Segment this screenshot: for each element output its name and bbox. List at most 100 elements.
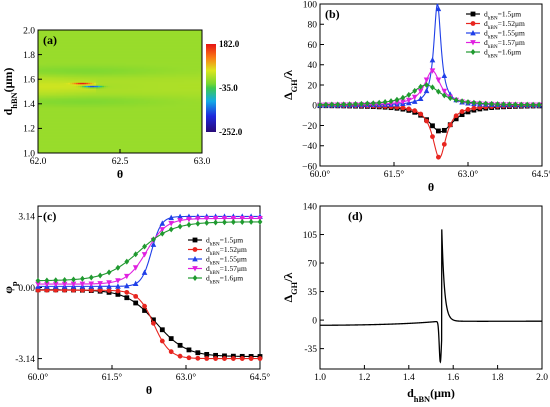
- heatmap-cell: [150, 40, 153, 43]
- heatmap-cell: [64, 42, 67, 44]
- heatmap-cell: [118, 108, 121, 110]
- heatmap-cell: [120, 138, 123, 140]
- heatmap-cell: [124, 61, 127, 64]
- heatmap-cell: [54, 84, 57, 86]
- heatmap-cell: [44, 37, 47, 40]
- heatmap-cell: [110, 124, 113, 127]
- heatmap-cell: [148, 49, 151, 52]
- heatmap-cell: [144, 120, 147, 122]
- heatmap-cell: [98, 76, 101, 79]
- heatmap-cell: [48, 91, 51, 94]
- heatmap-cell: [72, 49, 75, 52]
- heatmap-cell: [88, 31, 91, 34]
- heatmap-cell: [62, 57, 65, 59]
- heatmap-cell: [154, 145, 157, 148]
- heatmap-cell: [126, 124, 129, 127]
- heatmap-cell: [68, 124, 71, 127]
- heatmap-cell: [80, 90, 83, 92]
- heatmap-cell: [118, 150, 121, 152]
- heatmap-cell: [86, 112, 89, 115]
- heatmap-cell: [68, 100, 71, 103]
- heatmap-cell: [48, 129, 51, 131]
- heatmap-cell: [118, 46, 121, 49]
- heatmap-cell: [128, 55, 131, 58]
- heatmap-cell: [124, 33, 127, 35]
- heatmap-cell: [48, 63, 51, 65]
- heatmap-cell: [108, 151, 111, 154]
- heatmap-cell: [60, 51, 63, 53]
- heatmap-cell: [64, 150, 67, 152]
- heatmap-cell: [106, 63, 109, 65]
- heatmap-cell: [76, 76, 79, 79]
- heatmap-cell: [58, 34, 61, 37]
- heatmap-cell: [38, 108, 41, 110]
- heatmap-cell: [60, 150, 63, 152]
- heatmap-cell: [72, 60, 75, 62]
- heatmap-cell: [48, 148, 51, 151]
- heatmap-cell: [128, 139, 131, 142]
- heatmap-cell: [92, 45, 95, 47]
- heatmap-cell: [116, 34, 119, 37]
- heatmap-cell: [46, 64, 49, 67]
- heatmap-cell: [114, 132, 117, 134]
- heatmap-cell: [138, 93, 141, 95]
- heatmap-cell: [54, 75, 57, 77]
- heatmap-cell: [144, 148, 147, 151]
- heatmap-cell: [142, 90, 145, 92]
- heatmap-cell: [46, 85, 49, 88]
- heatmap-cell: [52, 142, 55, 145]
- heatmap-cell: [58, 103, 61, 106]
- heatmap-cell: [108, 54, 111, 56]
- heatmap-cell: [52, 100, 55, 103]
- heatmap-cell: [144, 54, 147, 56]
- heatmap-cell: [66, 127, 69, 130]
- heatmap-cell: [58, 147, 61, 149]
- heatmap-cell: [52, 57, 55, 59]
- heatmap-cell: [134, 114, 137, 116]
- heatmap-cell: [142, 99, 145, 101]
- heatmap-cell: [80, 70, 83, 73]
- heatmap-cell: [98, 82, 101, 85]
- heatmap-cell: [120, 81, 123, 83]
- heatmap-cell: [64, 126, 67, 128]
- heatmap-cell: [120, 75, 123, 77]
- heatmap-cell: [90, 99, 93, 101]
- heatmap-cell: [54, 123, 57, 125]
- heatmap-cell: [152, 124, 155, 127]
- heatmap-cell: [152, 43, 155, 46]
- heatmap-cell: [130, 138, 133, 140]
- heatmap-cell: [60, 30, 63, 32]
- heatmap-cell: [46, 124, 49, 127]
- heatmap-cell: [44, 42, 47, 44]
- heatmap-cell: [158, 67, 161, 70]
- heatmap-cell: [78, 138, 81, 140]
- heatmap-cell: [104, 67, 107, 70]
- heatmap-cell: [38, 135, 41, 137]
- heatmap-cell: [100, 88, 103, 91]
- heatmap-cell: [74, 72, 77, 74]
- heatmap-cell: [148, 105, 151, 107]
- heatmap-cell: [126, 46, 129, 49]
- heatmap-cell: [78, 150, 81, 152]
- heatmap-cell: [54, 124, 57, 127]
- heatmap-cell: [118, 73, 121, 76]
- heatmap-cell: [80, 99, 83, 101]
- heatmap-cell: [94, 111, 97, 113]
- heatmap-cell: [72, 135, 75, 137]
- heatmap-cell: [132, 138, 135, 140]
- heatmap-cell: [102, 94, 105, 97]
- heatmap-cell: [88, 76, 91, 79]
- heatmap-cell: [114, 54, 117, 56]
- heatmap-cell: [72, 52, 75, 55]
- heatmap-cell: [154, 96, 157, 98]
- heatmap-cell: [54, 42, 57, 44]
- heatmap-cell: [150, 93, 153, 95]
- heatmap-cell: [58, 121, 61, 124]
- heatmap-cell: [104, 81, 107, 83]
- heatmap-cell: [120, 57, 123, 59]
- heatmap-cell: [114, 138, 117, 140]
- heatmap-cell: [142, 57, 145, 59]
- heatmap-cell: [72, 33, 75, 35]
- heatmap-cell: [112, 93, 115, 95]
- heatmap-cell: [150, 82, 153, 85]
